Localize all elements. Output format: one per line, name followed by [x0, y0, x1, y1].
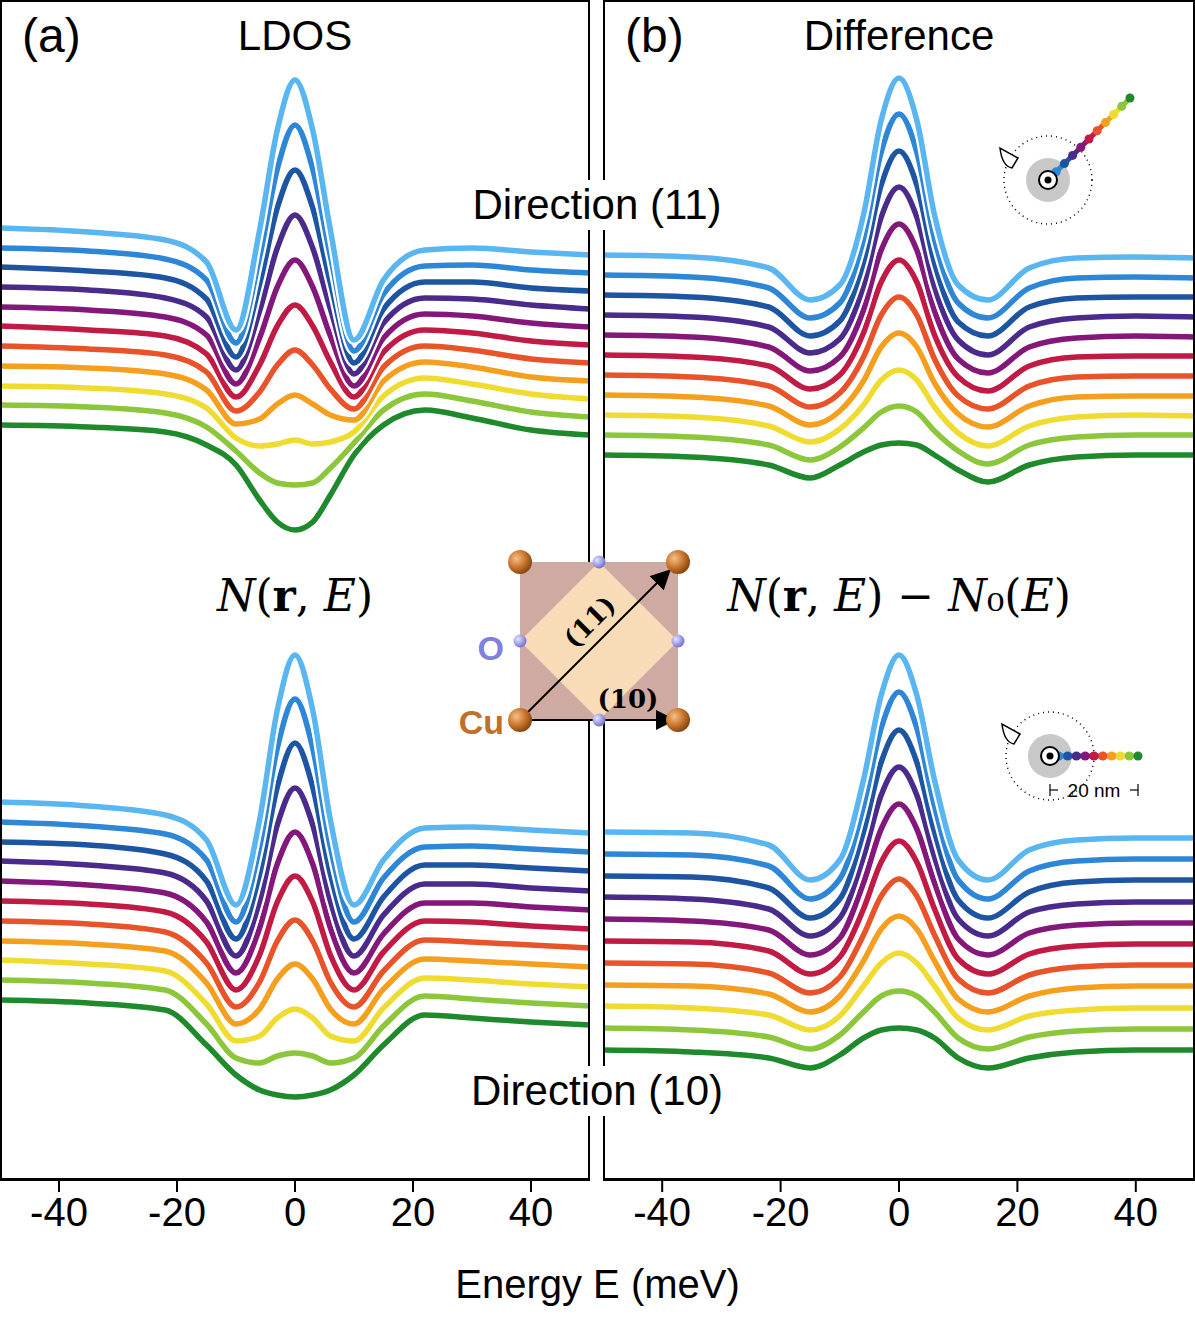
svg-text:20: 20 [995, 1190, 1040, 1234]
html-text:Difference: Difference [803, 12, 995, 59]
html-text:N (r, E) − N ₀ (E): N (r, E) − N ₀ (E) [727, 570, 1071, 621]
html-text:Direction (10): Direction (10) [471, 1067, 723, 1114]
svg-text:-40: -40 [30, 1190, 88, 1234]
svg-text:20 nm: 20 nm [1068, 780, 1121, 801]
html-text:LDOS: LDOS [237, 12, 353, 59]
svg-text:Cu: Cu [459, 703, 504, 741]
svg-text:20: 20 [391, 1190, 436, 1234]
html-text:(b): (b) [625, 9, 684, 62]
svg-text:0: 0 [284, 1190, 306, 1234]
html-text:Direction (11): Direction (11) [472, 181, 722, 228]
svg-text:-40: -40 [633, 1190, 691, 1234]
svg-text:O: O [478, 629, 504, 667]
svg-text:40: 40 [509, 1190, 554, 1234]
svg-text:(10): (10) [598, 684, 659, 714]
svg-text:-20: -20 [752, 1190, 810, 1234]
svg-text:(11): (11) [558, 590, 622, 654]
svg-text:0: 0 [888, 1190, 910, 1234]
html-text:Energy E (meV): Energy E (meV) [455, 1262, 740, 1306]
svg-text:-20: -20 [148, 1190, 206, 1234]
html-text:N (r, E): N (r, E) [216, 570, 374, 621]
svg-text:40: 40 [1114, 1190, 1159, 1234]
html-text:(a): (a) [22, 9, 81, 62]
